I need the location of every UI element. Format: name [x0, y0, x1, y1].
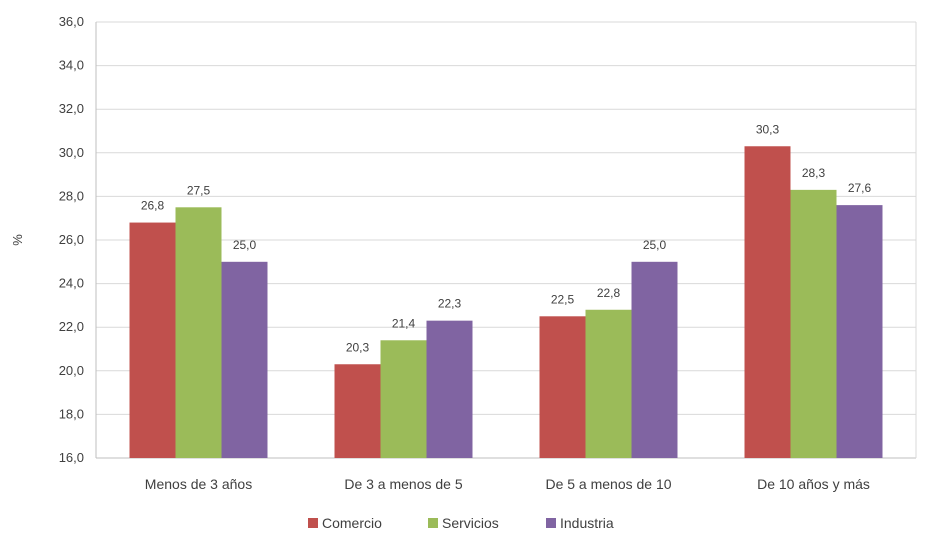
x-category-label: De 5 a menos de 10 — [545, 476, 671, 492]
data-label: 25,0 — [643, 238, 667, 252]
bar — [221, 261, 268, 458]
y-tick-label: 34,0 — [59, 58, 84, 73]
data-label: 27,5 — [187, 183, 211, 197]
y-tick-label: 16,0 — [59, 450, 84, 465]
data-label: 20,3 — [346, 340, 370, 354]
bar — [175, 207, 222, 458]
data-label: 26,8 — [141, 199, 165, 213]
y-tick-label: 32,0 — [59, 101, 84, 116]
legend-label: Servicios — [442, 515, 499, 531]
data-label: 22,8 — [597, 286, 621, 300]
y-tick-label: 30,0 — [59, 145, 84, 160]
y-axis-label: % — [10, 234, 25, 246]
data-labels: 26,8 27,5 25,0 20,3 21,4 22,3 22,5 22,8 25,0 30,3… — [141, 122, 872, 354]
bar — [790, 189, 837, 459]
data-label: 30,3 — [756, 122, 780, 136]
legend-swatch — [546, 518, 556, 528]
data-label: 22,3 — [438, 297, 462, 311]
y-tick-label: 20,0 — [59, 363, 84, 378]
y-tick-label: 18,0 — [59, 406, 84, 421]
legend-label: Industria — [560, 515, 614, 531]
bar — [744, 146, 791, 458]
x-axis-categories: Menos de 3 años De 3 a menos de 5 De 5 a m… — [145, 476, 870, 492]
data-label: 22,5 — [551, 292, 575, 306]
legend-swatch — [308, 518, 318, 528]
data-label: 25,0 — [233, 238, 257, 252]
data-label: 21,4 — [392, 316, 416, 330]
bar — [334, 364, 381, 458]
bars — [129, 146, 883, 459]
y-tick-label: 26,0 — [59, 232, 84, 247]
x-category-label: De 3 a menos de 5 — [344, 476, 463, 492]
bar — [585, 309, 632, 458]
bar — [631, 261, 678, 458]
y-tick-label: 36,0 — [59, 14, 84, 29]
bar — [380, 340, 427, 458]
x-category-label: De 10 años y más — [757, 476, 870, 492]
legend-swatch — [428, 518, 438, 528]
y-tick-label: 22,0 — [59, 319, 84, 334]
y-axis-ticks: 16,0 18,0 20,0 22,0 24,0 26,0 28,0 30,0 32,0 34,0… — [59, 14, 84, 465]
bar — [426, 320, 473, 458]
data-label: 28,3 — [802, 166, 826, 180]
legend: Comercio Servicios Industria — [308, 515, 614, 531]
y-tick-label: 28,0 — [59, 188, 84, 203]
legend-label: Comercio — [322, 515, 382, 531]
bar — [836, 205, 883, 458]
bar — [129, 222, 176, 458]
x-category-label: Menos de 3 años — [145, 476, 252, 492]
data-label: 27,6 — [848, 181, 872, 195]
y-tick-label: 24,0 — [59, 276, 84, 291]
bar — [539, 316, 586, 458]
